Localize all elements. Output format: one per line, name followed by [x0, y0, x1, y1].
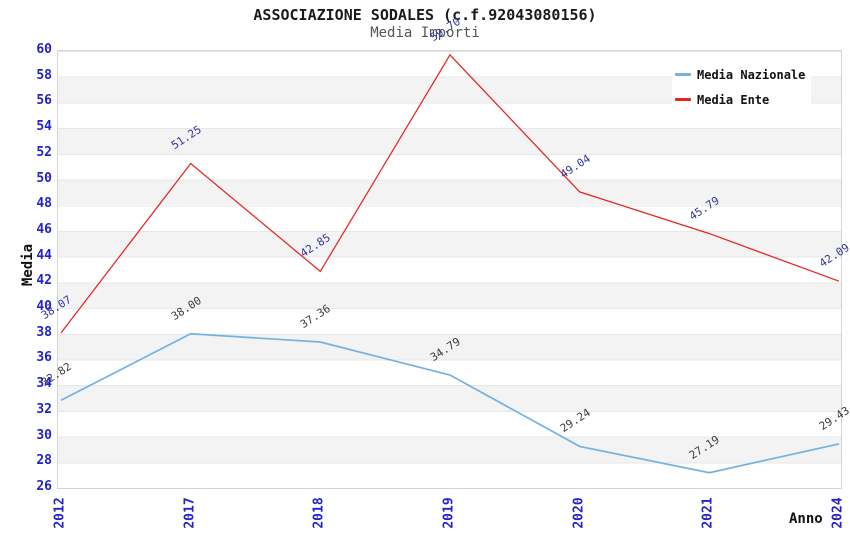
x-tick-label: 2017 [182, 497, 198, 529]
y-tick-label: 58 [36, 67, 52, 83]
y-tick-label: 34 [36, 376, 52, 392]
line-swatch-icon [675, 73, 691, 76]
legend-item-media-nazionale: Media Nazionale [675, 62, 805, 87]
plot-area [57, 50, 842, 489]
x-tick-label: 2018 [311, 497, 327, 529]
line-media-ente [60, 53, 840, 334]
x-tick-label: 2020 [571, 497, 587, 529]
y-tick-label: 54 [36, 119, 52, 135]
chart-title: ASSOCIAZIONE SODALES (c.f.92043080156) [253, 6, 597, 24]
y-tick-label: 32 [36, 401, 52, 417]
x-tick-label: 2021 [700, 497, 716, 529]
x-axis-title: Anno [789, 511, 823, 527]
y-tick-label: 60 [36, 42, 52, 57]
line-swatch-icon [675, 98, 691, 101]
y-tick-label: 38 [36, 324, 52, 340]
x-tick-label: 2019 [441, 497, 457, 529]
y-tick-label: 50 [36, 170, 52, 186]
y-tick-label: 36 [36, 350, 52, 366]
y-tick-label: 48 [36, 196, 52, 212]
y-tick-label: 52 [36, 144, 52, 160]
x-tick-label: 2012 [52, 497, 68, 529]
y-tick-label: 46 [36, 221, 52, 237]
legend-label: Media Nazionale [697, 67, 806, 82]
legend: Media Nazionale Media Ente [672, 57, 812, 117]
y-tick-label: 44 [36, 247, 52, 263]
y-tick-label: 42 [36, 273, 52, 289]
chart-subtitle: Media Importi [370, 25, 480, 41]
y-tick-label: 56 [36, 93, 52, 109]
y-tick-label: 40 [36, 299, 52, 315]
series-lines [60, 53, 840, 474]
y-tick-label: 26 [36, 479, 52, 494]
line-media-nazionale [60, 332, 840, 474]
legend-label: Media Ente [697, 92, 770, 107]
y-tick-label: 30 [36, 427, 52, 443]
y-tick-label: 28 [36, 453, 52, 469]
x-tick-label: 2024 [830, 497, 846, 529]
legend-item-media-ente: Media Ente [675, 87, 805, 112]
